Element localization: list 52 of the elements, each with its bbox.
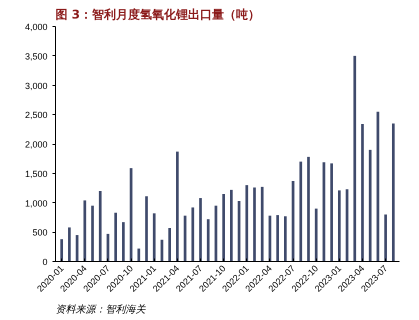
bar xyxy=(222,194,225,262)
bar xyxy=(176,152,179,262)
y-tick-label: 1,500 xyxy=(24,168,48,179)
bar xyxy=(184,216,186,262)
bar xyxy=(260,186,264,262)
bar xyxy=(68,227,71,262)
y-tick-label: 500 xyxy=(32,228,48,238)
bar xyxy=(245,185,248,262)
bar xyxy=(76,235,78,262)
bar xyxy=(214,206,218,262)
y-tick-label: 3,000 xyxy=(24,80,48,91)
bar xyxy=(276,215,279,262)
bar xyxy=(114,212,118,262)
bar xyxy=(330,163,333,262)
y-tick-label: 2,500 xyxy=(24,110,48,120)
bar xyxy=(191,207,194,262)
bar xyxy=(353,56,356,262)
bar xyxy=(98,191,102,262)
text: 资料来源：智利海关 xyxy=(56,304,146,316)
bar xyxy=(361,124,364,262)
bar xyxy=(368,150,372,262)
bar xyxy=(91,206,94,262)
bar xyxy=(314,208,318,262)
bar xyxy=(268,216,272,262)
bar xyxy=(392,123,395,262)
bar xyxy=(168,228,171,262)
bar xyxy=(376,112,380,262)
y-tick-label: 3,500 xyxy=(24,51,48,62)
bar xyxy=(346,189,348,262)
chart-title: 图 3：智利月度氢氧化锂出口量（吨） xyxy=(56,8,260,22)
bar xyxy=(145,196,148,262)
bar xyxy=(299,162,302,262)
y-tick-label: 1,000 xyxy=(24,198,48,208)
bar xyxy=(230,190,233,262)
bar xyxy=(384,214,387,262)
bar xyxy=(284,216,287,262)
bar xyxy=(292,181,294,262)
bar xyxy=(130,168,132,262)
y-tick-label: 2,000 xyxy=(24,140,48,150)
bar xyxy=(160,240,164,262)
bar xyxy=(322,162,326,262)
y-tick-label: 4,000 xyxy=(24,22,48,32)
bar xyxy=(83,200,86,262)
bar xyxy=(199,198,202,262)
bar xyxy=(253,187,256,262)
bar xyxy=(206,219,210,262)
bar xyxy=(122,222,125,262)
bar xyxy=(238,200,240,262)
bar xyxy=(307,156,310,262)
y-tick-label: 0 xyxy=(42,257,48,267)
bar xyxy=(106,234,110,262)
bar xyxy=(338,190,341,262)
